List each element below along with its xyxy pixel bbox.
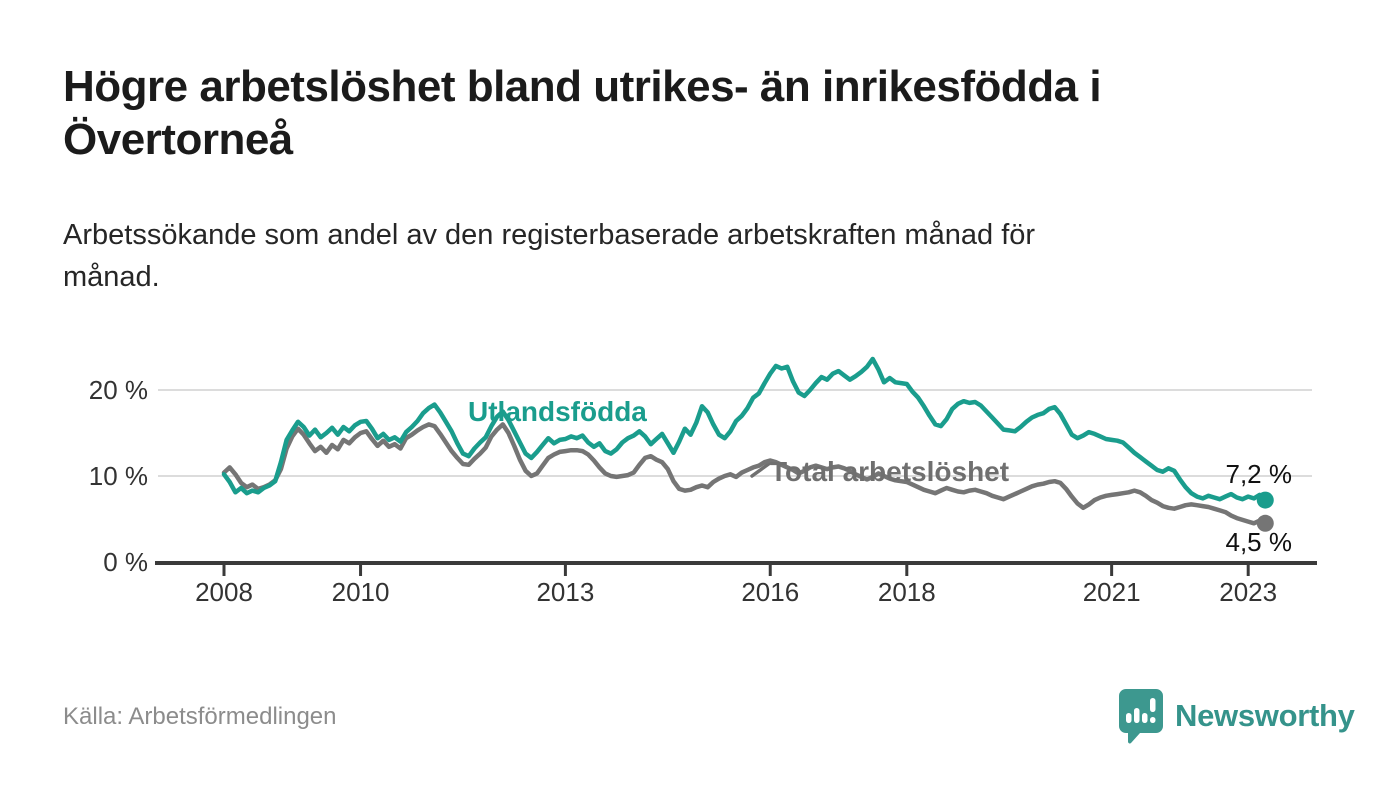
y-tick-label: 0 % [103,547,148,577]
end-value-label-utlandsfodda: 7,2 % [1225,459,1293,489]
newsworthy-brand: Newsworthy [1116,688,1355,744]
x-tick-label: 2021 [1082,577,1141,607]
x-tick-label: 2018 [877,577,936,607]
newsworthy-logo-icon [1119,689,1163,744]
source-note: Källa: Arbetsförmedlingen [63,703,337,730]
page-subtitle-line2: månad. [63,261,160,293]
page-title-line1: Högre arbetslöshet bland utrikes- än inr… [63,62,1102,111]
y-tick-label: 10 % [88,461,148,491]
series-end-dot-0 [1256,491,1274,509]
page-title: Högre arbetslöshet bland utrikes- än inr… [63,60,1363,166]
page-title-line2: Övertorneå [63,115,293,164]
series-end-dot-1 [1256,514,1274,532]
x-tick-label: 2008 [195,577,253,607]
x-tick-label: 2013 [536,577,595,607]
series-line-1 [221,422,1268,526]
x-tick-label: 2023 [1219,577,1278,607]
series-label-utlandsfodda: Utlandsfödda [468,396,647,427]
series-line-0 [221,356,1268,503]
total-label-leader [750,461,772,478]
page-subtitle: Arbetssökande som andel av den registerb… [63,214,1303,298]
series-label-total-arbetsloshet: Total arbetslöshet [770,456,1010,487]
x-tick-label: 2010 [331,577,390,607]
y-tick-label: 20 % [88,375,148,405]
page-subtitle-line1: Arbetssökande som andel av den registerb… [63,219,1036,251]
x-tick-label: 2016 [741,577,800,607]
newsworthy-logo-text: Newsworthy [1175,698,1355,733]
end-value-label-total: 4,5 % [1225,527,1293,557]
